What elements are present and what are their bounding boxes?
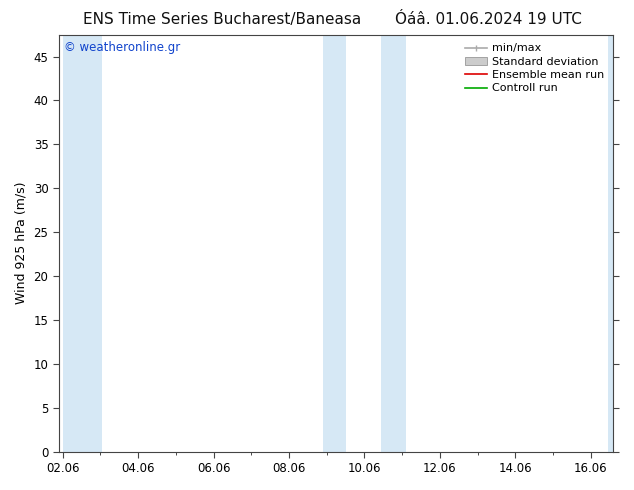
- Text: ENS Time Series Bucharest/Baneasa: ENS Time Series Bucharest/Baneasa: [83, 12, 361, 27]
- Y-axis label: Wind 925 hPa (m/s): Wind 925 hPa (m/s): [15, 182, 28, 304]
- Bar: [63, 35, 102, 452]
- Text: © weatheronline.gr: © weatheronline.gr: [65, 41, 181, 54]
- Bar: [608, 35, 616, 452]
- Text: Óáâ. 01.06.2024 19 UTC: Óáâ. 01.06.2024 19 UTC: [395, 12, 581, 27]
- Bar: [382, 35, 406, 452]
- Bar: [323, 35, 346, 452]
- Legend: min/max, Standard deviation, Ensemble mean run, Controll run: min/max, Standard deviation, Ensemble me…: [461, 40, 608, 97]
